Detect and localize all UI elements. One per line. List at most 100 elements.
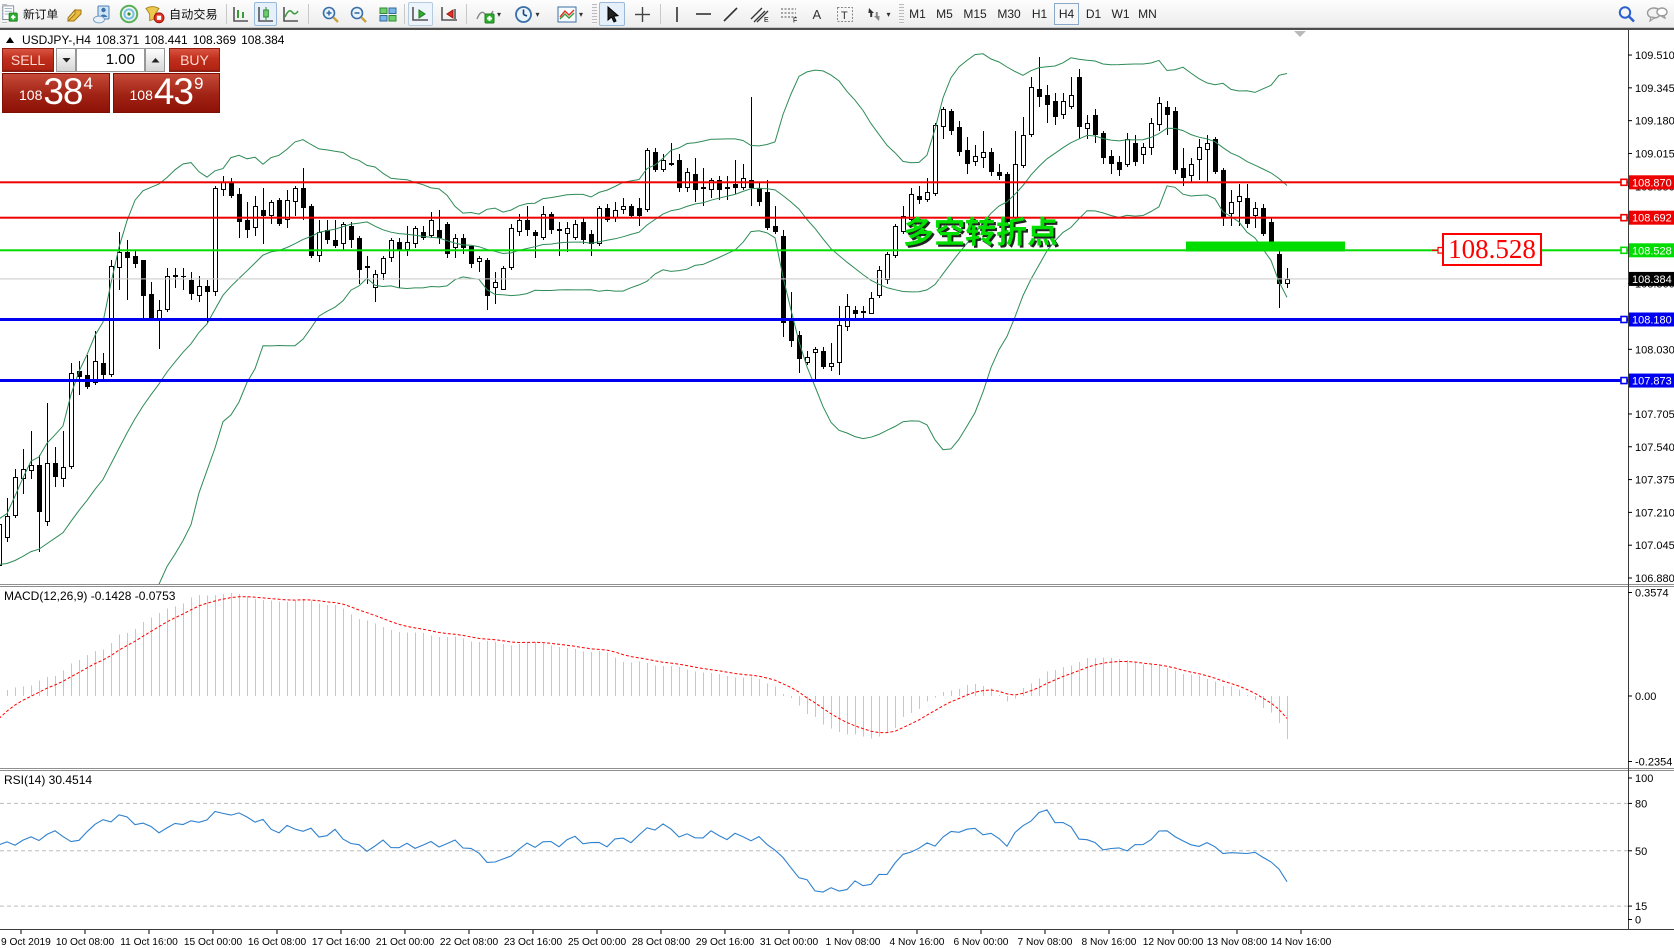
line-chart-button[interactable]	[279, 2, 302, 26]
timeframe-button-h4[interactable]: H4	[1054, 3, 1079, 25]
rsi-indicator-title: RSI(14) 30.4514	[4, 773, 93, 787]
time-tick-label: 31 Oct 00:00	[760, 937, 819, 948]
toolbar-grip[interactable]	[899, 4, 904, 24]
candle-body-bear	[485, 260, 490, 296]
highlighted-trend-segment[interactable]	[1186, 241, 1345, 252]
journal-button[interactable]	[63, 2, 87, 26]
timeframe-button-w1[interactable]: W1	[1111, 7, 1130, 21]
bar-chart-button[interactable]	[229, 2, 252, 26]
candle-body-bull	[157, 310, 162, 319]
svg-text:A: A	[813, 7, 822, 22]
candles	[0, 57, 1290, 566]
crosshair-button[interactable]	[630, 2, 655, 26]
chat-button[interactable]	[1642, 2, 1672, 26]
level-line-108.180[interactable]	[0, 318, 1628, 321]
level-line-108.692[interactable]	[0, 216, 1628, 219]
candle-body-bull	[829, 363, 834, 367]
arrows-button[interactable]: ▾	[860, 2, 896, 26]
timeframe-button-m1[interactable]: M1	[909, 7, 926, 21]
candle-body-bull	[685, 172, 690, 188]
rsi-scale-label: 50	[1635, 846, 1647, 858]
search-button[interactable]	[1612, 2, 1640, 26]
candle-body-bull	[13, 477, 18, 516]
trendline-icon	[723, 6, 738, 22]
timeframe-button-d1[interactable]: D1	[1085, 7, 1102, 21]
level-line-108.870[interactable]	[0, 181, 1628, 184]
sell-price-display[interactable]: 108 38 4	[2, 73, 110, 113]
chart-window[interactable]: 109.510109.345109.180109.015108.850108.3…	[0, 30, 1674, 948]
channel-button[interactable]: E	[746, 2, 773, 26]
chart-shift-marker[interactable]	[1294, 31, 1306, 37]
candle-body-bear	[949, 111, 954, 131]
buy-button[interactable]: BUY	[169, 48, 220, 72]
bar-chart-icon	[232, 7, 248, 22]
profile-button[interactable]	[90, 2, 114, 26]
candle-body-bull	[901, 216, 906, 232]
candle-body-bull	[669, 163, 674, 165]
candle-body-bear	[733, 184, 738, 188]
autotrading-button[interactable]	[144, 2, 222, 26]
candle-body-bull	[429, 220, 434, 236]
candle-body-bear	[349, 226, 354, 240]
horizontal-line-button[interactable]	[692, 2, 715, 26]
candle-body-bear	[677, 160, 682, 188]
line-edge-marker	[1620, 213, 1628, 222]
indicators-button[interactable]: ▾	[470, 2, 506, 26]
bollinger-upper-band	[0, 53, 1288, 519]
tile-windows-button[interactable]	[376, 2, 400, 26]
candle-body-bear	[797, 335, 802, 359]
candle-body-bull	[1029, 87, 1034, 135]
market-radar-button[interactable]	[117, 2, 141, 26]
price-tick-label: 107.045	[1635, 540, 1674, 552]
candle-body-bull	[5, 516, 10, 538]
candlestick-chart-button[interactable]	[254, 2, 277, 26]
candle-body-bull	[29, 465, 34, 471]
candle-body-bear	[533, 232, 538, 236]
chart-shift-button[interactable]	[437, 2, 462, 26]
periods-button[interactable]: ▾	[509, 2, 545, 26]
zoom-in-button[interactable]	[318, 2, 342, 26]
volume-decrease-button[interactable]	[56, 48, 76, 72]
buy-price-display[interactable]: 108 43 9	[113, 73, 220, 113]
cursor-button[interactable]	[599, 2, 625, 26]
candle-body-bull	[885, 254, 890, 280]
volume-increase-button[interactable]	[145, 48, 165, 72]
text-button[interactable]: A	[806, 2, 829, 26]
macd-scale-label: 0.3574	[1635, 588, 1669, 600]
collapse-quote-arrow-icon[interactable]	[6, 36, 14, 43]
buy-price-pips: 43	[153, 71, 194, 112]
timeframe-button-h1[interactable]: H1	[1031, 7, 1048, 21]
auto-scroll-button[interactable]	[408, 2, 433, 26]
toolbar-separator	[660, 4, 661, 24]
vertical-line-button[interactable]	[665, 2, 688, 26]
line-chart-icon	[282, 7, 299, 22]
timeframe-button-mn[interactable]: MN	[1138, 7, 1157, 21]
level-line-107.873[interactable]	[0, 379, 1628, 382]
candle-body-bull	[1069, 95, 1074, 107]
price-level-callout[interactable]: 108.528	[1442, 233, 1542, 266]
timeframe-button-m15[interactable]: M15	[963, 7, 987, 21]
zoom-out-button[interactable]	[346, 2, 370, 26]
trendline-button[interactable]	[719, 2, 742, 26]
chart-annotation-text[interactable]	[903, 218, 1064, 249]
text-label-button[interactable]: T	[832, 2, 857, 26]
candle-body-bull	[405, 242, 410, 250]
volume-input[interactable]: 1.00	[76, 48, 145, 72]
sell-button[interactable]: SELL	[2, 48, 54, 72]
new-order-button[interactable]	[0, 2, 62, 26]
candle-body-bull	[1189, 164, 1194, 176]
time-tick-label: 6 Nov 00:00	[954, 937, 1009, 948]
macd-indicator-title: MACD(12,26,9) -0.1428 -0.0753	[4, 589, 176, 603]
time-tick-label: 10 Oct 08:00	[56, 937, 115, 948]
templates-button[interactable]: ▾	[552, 2, 588, 26]
timeframe-button-m30[interactable]: M30	[997, 7, 1021, 21]
price-tick-label: 108.030	[1635, 344, 1674, 356]
timeframe-button-m5[interactable]: M5	[936, 7, 953, 21]
rsi-line	[0, 809, 1288, 893]
level-line-108.528[interactable]	[0, 249, 1628, 252]
toolbar-grip[interactable]	[592, 4, 597, 24]
candle-body-bear	[1117, 162, 1122, 170]
time-tick-label: 7 Nov 08:00	[1018, 937, 1073, 948]
fibonacci-button[interactable]: F	[777, 2, 803, 26]
